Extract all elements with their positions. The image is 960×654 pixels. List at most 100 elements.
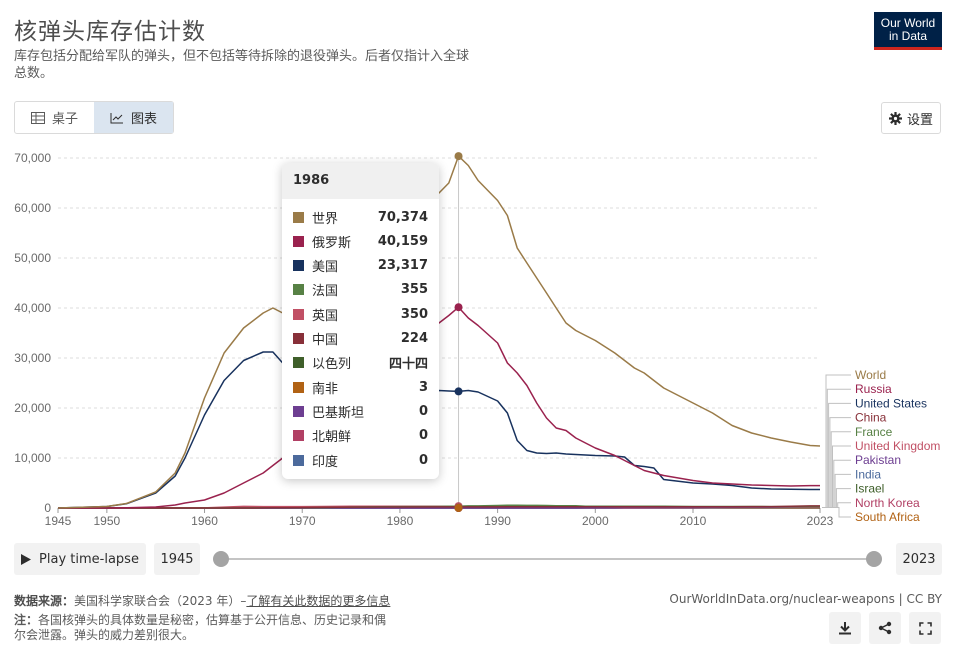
play-timelapse-button[interactable]: Play time-lapse [14,543,146,575]
tooltip-year: 1986 [282,163,439,199]
x-tick-label: 1980 [387,514,414,528]
source-more-info-link[interactable]: 了解有关此数据的更多信息 [246,594,391,608]
settings-button[interactable]: 设置 [881,102,941,134]
legend-label-france: France [855,425,893,439]
tab-table[interactable]: 桌子 [15,102,94,133]
tooltip-row: 巴基斯坦 0 [293,402,428,421]
logo-line-2: in Data [888,29,928,43]
data-tooltip: 1986 世界 70,374 俄罗斯 40,159 美国 23,317 法国 355 英国 350… [282,163,439,479]
legend-label-north-korea: North Korea [855,496,920,510]
tooltip-series-value: 0 [418,452,428,468]
legend-label-united-states: United States [855,396,927,410]
y-tick-label: 70,000 [14,151,51,165]
tooltip-series-name: 法国 [312,284,339,300]
tooltip-series-name: 美国 [312,260,339,276]
y-tick-label: 10,000 [14,451,51,465]
series-line-russia [58,306,820,509]
x-tick-label: 1945 [45,514,72,528]
start-year-box[interactable]: 1945 [154,543,200,575]
hover-point-world [454,152,463,161]
tooltip-series-value: 0 [418,403,428,419]
source-label: 数据来源： [14,594,75,608]
tooltip-row: 俄罗斯 40,159 [293,232,428,251]
start-year-handle[interactable] [213,551,229,567]
y-tick-label: 60,000 [14,201,51,215]
tab-chart-label: 图表 [131,112,158,127]
tooltip-series-name: 英国 [312,308,339,324]
hover-point-russia [454,303,463,312]
tooltip-swatch [293,211,304,223]
note-label: 注： [14,613,39,627]
tooltip-series-value: 70,374 [377,209,428,225]
tooltip-series-value: 350 [400,306,428,322]
tooltip-series-value: 3 [418,379,428,395]
tooltip-series-name: 巴基斯坦 [312,405,365,421]
y-tick-label: 40,000 [14,301,51,315]
download-button[interactable] [829,612,861,644]
play-label: Play time-lapse [39,551,139,567]
tooltip-swatch [293,308,304,320]
y-tick-label: 30,000 [14,351,51,365]
tooltip-swatch [293,284,304,296]
tooltip-series-name: 世界 [312,211,339,227]
tooltip-series-name: 俄罗斯 [312,235,352,251]
tooltip-row: 以色列 四十四 [293,354,428,372]
series-line-united-states [57,351,820,509]
tooltip-row: 美国 23,317 [293,257,428,275]
hover-marker [454,152,463,512]
source-line: 数据来源：美国科学家联合会（2023 年）–了解有关此数据的更多信息 [14,592,390,609]
end-year-handle[interactable] [866,551,882,567]
y-tick-label: 0 [44,501,51,515]
play-icon [21,553,32,565]
legend-label-united-kingdom: United Kingdom [855,439,940,453]
tooltip-row: 南非 3 [293,378,428,397]
tooltip-series-value: 四十四 [388,357,428,373]
tooltip-swatch [293,381,304,393]
tooltip-series-name: 北朝鲜 [312,430,352,446]
legend-connector [822,507,851,518]
tooltip-row: 英国 350 [293,305,428,324]
share-icon [878,621,892,635]
tooltip-series-name: 中国 [312,333,339,348]
line-chart-icon [110,112,124,123]
tooltip-swatch [293,333,304,344]
series-line-china [58,505,820,509]
tab-table-label: 桌子 [52,112,79,127]
x-tick-label: 1950 [93,514,120,528]
tooltip-series-name: 以色列 [312,357,352,373]
x-tick-label: 2010 [680,514,707,528]
legend-label-pakistan: Pakistan [855,453,901,467]
source-text: 美国科学家联合会（2023 年）– [74,594,247,608]
tooltip-row: 法国 355 [293,281,428,299]
tooltip-swatch [293,454,304,466]
view-tabs: 桌子 图表 [14,101,175,134]
download-icon [839,622,851,635]
tooltip-swatch [293,260,304,272]
tooltip-row: 世界 70,374 [293,208,428,227]
tooltip-row: 北朝鲜 0 [293,427,428,445]
tooltip-series-value: 40,159 [377,233,428,249]
share-button[interactable] [869,612,901,644]
x-tick-label: 1960 [191,514,218,528]
note-text: 各国核弹头的具体数量是秘密，估算基于公开信息、历史记录和偶尔会泄露。弹头的威力差… [14,613,387,642]
fullscreen-button[interactable] [909,612,941,644]
timeline-track[interactable] [221,558,875,560]
tooltip-swatch [293,235,304,247]
legend-label-world: World [855,368,886,382]
legend-label-south-africa: South Africa [855,510,920,524]
footnote: 注：各国核弹头的具体数量是秘密，估算基于公开信息、历史记录和偶尔会泄露。弹头的威… [14,613,394,643]
end-year-box[interactable]: 2023 [896,543,942,575]
chart-grid [58,157,820,509]
tooltip-series-value: 23,317 [377,258,428,274]
logo-line-1: Our World [880,16,936,30]
hover-point-south-africa [454,503,463,512]
expand-icon [918,621,932,635]
y-tick-label: 20,000 [14,401,51,415]
tooltip-series-name: 南非 [312,381,339,397]
owid-logo[interactable]: Our World in Data [874,12,942,50]
tab-chart[interactable]: 图表 [94,102,174,133]
x-tick-label: 1970 [289,514,316,528]
attribution-url[interactable]: OurWorldInData.org/nuclear-weapons | CC … [669,592,942,606]
line-chart: 0 10,000 20,000 30,000 40,000 50,000 60,000 70,… [14,151,940,528]
table-icon [31,111,45,124]
